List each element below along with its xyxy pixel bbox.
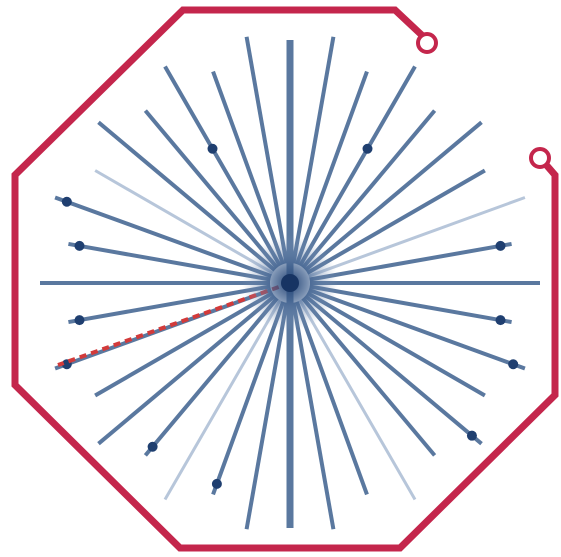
ray-dot [508, 359, 519, 370]
ray [294, 301, 369, 496]
ray-dot [495, 240, 506, 251]
ray [94, 291, 274, 398]
frame-end-right [529, 147, 551, 169]
ray-dot [495, 315, 506, 326]
ray-dot [61, 196, 72, 207]
ray [308, 196, 526, 278]
ray-dot [147, 441, 158, 452]
center [281, 274, 299, 292]
ray [309, 241, 512, 282]
ray [298, 65, 417, 267]
ray [244, 302, 289, 530]
ray [304, 294, 483, 446]
ray [143, 109, 279, 269]
ray [54, 195, 272, 279]
ray [163, 299, 282, 501]
ray [68, 284, 271, 325]
ray [97, 120, 276, 272]
ray [291, 302, 336, 530]
ray [244, 36, 289, 264]
ray [143, 297, 279, 457]
ray-dot [362, 143, 373, 154]
ray [163, 65, 282, 267]
frame-end-top [416, 32, 438, 54]
ray [301, 109, 437, 269]
ray [308, 287, 526, 371]
ray-dot [207, 143, 218, 154]
octagon-frame [11, 6, 559, 552]
ray-dot [74, 240, 85, 251]
ray [294, 70, 369, 265]
ray [306, 291, 486, 398]
ray [97, 294, 276, 446]
ray-dot [74, 315, 85, 326]
ray [94, 169, 274, 275]
ray [211, 301, 286, 496]
ray [68, 241, 271, 282]
ray [306, 168, 486, 275]
ray [291, 36, 336, 264]
ray [309, 284, 512, 325]
ray [298, 299, 417, 501]
ray [301, 297, 437, 457]
ray [304, 120, 483, 272]
rays [40, 36, 540, 530]
ray-dot [466, 430, 477, 441]
ray [211, 70, 286, 265]
ray-dot [211, 478, 222, 489]
